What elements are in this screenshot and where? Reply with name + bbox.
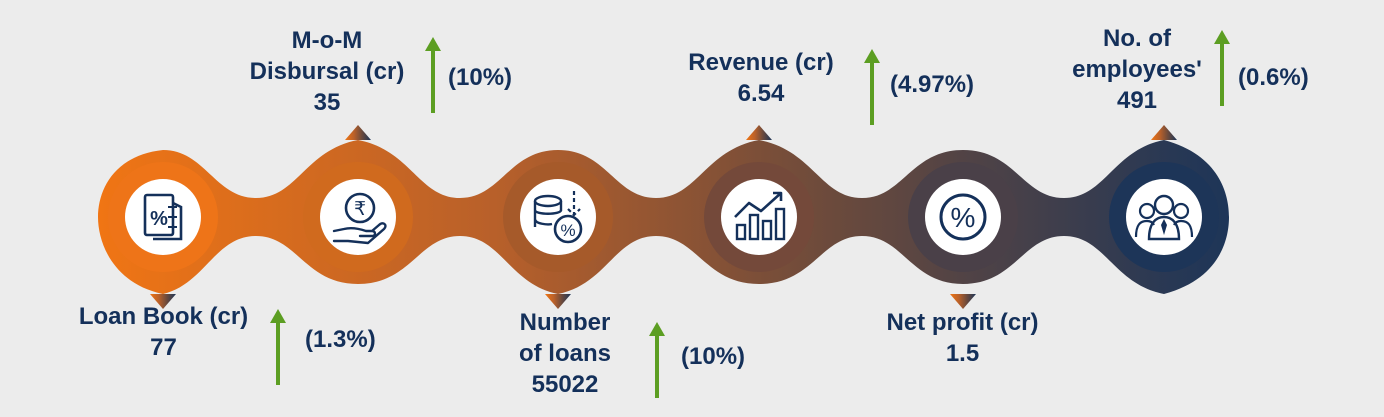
node-disc	[925, 179, 1001, 255]
percent-document-icon: %	[143, 193, 183, 241]
metric-label-4: Revenue (cr) 6.54	[666, 47, 856, 109]
employees-group-icon	[1134, 194, 1194, 241]
svg-text:%: %	[560, 221, 575, 240]
metric-title-line: Revenue (cr)	[688, 49, 834, 76]
metric-label-3: Number of loans 55022	[490, 307, 640, 400]
metric-node-6	[1109, 162, 1219, 272]
growth-chart-icon	[734, 191, 786, 241]
metric-title-line: Net profit (cr)	[886, 309, 1039, 336]
metric-title-line: No. of	[1103, 25, 1171, 52]
metric-label-2: M-o-M Disbursal (cr) 35	[222, 25, 432, 118]
metric-title-line: Number	[519, 309, 611, 336]
metric-value: 55022	[531, 371, 599, 398]
rupee-hand-icon: ₹	[332, 192, 387, 245]
metric-title-line: of loans	[518, 340, 611, 367]
up-arrow-icon	[649, 322, 665, 398]
metric-node-3: %	[503, 162, 613, 272]
metric-value: 35	[313, 89, 341, 116]
metric-change: (10%)	[681, 343, 746, 370]
metric-node-2: ₹	[303, 162, 413, 272]
node-disc	[520, 179, 596, 255]
metric-node-4	[704, 162, 814, 272]
up-arrow-icon	[1214, 30, 1230, 106]
metric-label-1: Loan Book (cr) 77	[36, 301, 291, 363]
metric-label-5: Net profit (cr) 1.5	[855, 307, 1070, 369]
coins-percent-icon: %	[533, 191, 583, 244]
metric-label-6: No. of employees' 491	[1052, 23, 1222, 116]
svg-text:₹: ₹	[354, 198, 366, 220]
chain-band	[98, 140, 1229, 294]
metric-value: 77	[150, 334, 177, 361]
up-arrow-icon	[864, 49, 880, 125]
metric-title-line: employees'	[1072, 56, 1202, 83]
metric-change: (10%)	[448, 64, 513, 91]
metric-title-line: Loan Book (cr)	[78, 303, 249, 330]
metric-value: 491	[1116, 87, 1158, 114]
metric-title-line: Disbursal (cr)	[249, 58, 405, 85]
svg-text:%: %	[150, 208, 168, 230]
metric-title-line: M-o-M	[291, 27, 363, 54]
metric-change: (0.6%)	[1238, 64, 1309, 91]
up-arrow-icon	[270, 309, 286, 385]
metric-change: (1.3%)	[305, 326, 376, 353]
metric-change: (4.97%)	[890, 71, 975, 98]
metric-node-5: %	[908, 162, 1018, 272]
up-arrow-icon	[425, 37, 441, 113]
metric-value: 1.5	[945, 340, 980, 367]
metric-node-1: %	[108, 162, 218, 272]
svg-text:%: %	[951, 202, 976, 233]
percent-circle-icon: %	[939, 193, 987, 241]
metric-value: 6.54	[737, 80, 785, 107]
